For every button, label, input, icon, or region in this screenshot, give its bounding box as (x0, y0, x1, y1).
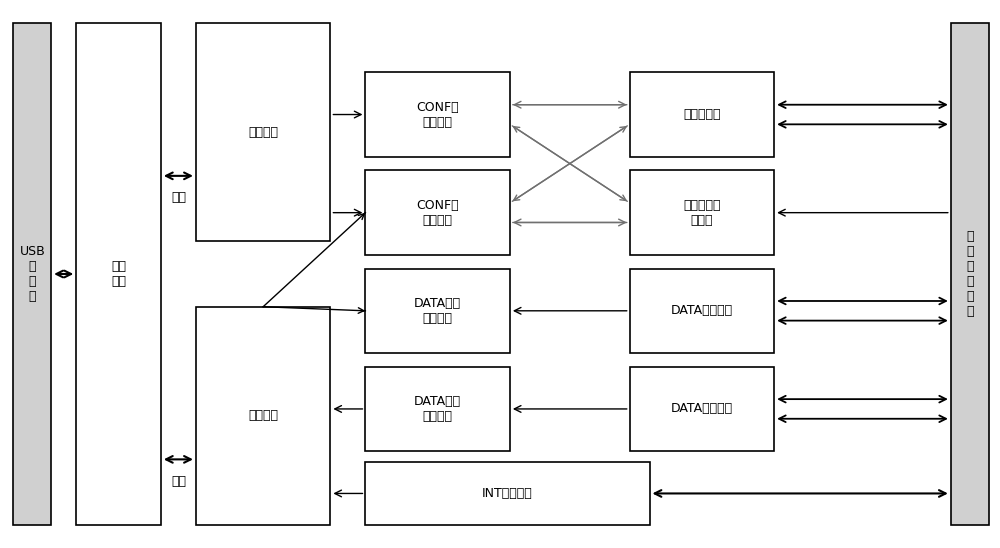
Text: 用
户
硬
件
程
序: 用 户 硬 件 程 序 (966, 230, 973, 318)
Text: 发送引擎: 发送引擎 (248, 409, 278, 423)
Text: 通信库内部
寄存器: 通信库内部 寄存器 (683, 199, 721, 227)
Bar (365, 269, 510, 353)
Text: DATA下行
处理模块: DATA下行 处理模块 (414, 297, 461, 325)
Bar (196, 307, 330, 525)
Text: 发送: 发送 (171, 475, 186, 488)
Text: CONF写
处理模块: CONF写 处理模块 (416, 100, 459, 129)
Text: 传输
引擎: 传输 引擎 (111, 260, 126, 288)
Bar (365, 367, 510, 451)
Text: USB
开
发
板: USB 开 发 板 (19, 245, 45, 303)
Text: DATA上行引擎: DATA上行引擎 (671, 402, 733, 415)
Text: DATA上行
处理模块: DATA上行 处理模块 (414, 395, 461, 423)
Text: 接收: 接收 (171, 191, 186, 204)
Bar (196, 23, 330, 241)
Text: 接收引擎: 接收引擎 (248, 125, 278, 139)
Bar (630, 269, 774, 353)
Bar (365, 72, 510, 157)
Bar (365, 462, 650, 525)
Bar (630, 72, 774, 157)
Bar (365, 170, 510, 255)
Text: 用户寄存器: 用户寄存器 (683, 108, 721, 121)
Bar (76, 23, 161, 525)
Bar (630, 367, 774, 451)
Bar (13, 23, 51, 525)
Text: CONF读
处理模块: CONF读 处理模块 (416, 199, 459, 227)
Bar (630, 170, 774, 255)
Text: INT控制模块: INT控制模块 (482, 487, 533, 500)
Text: DATA下行引擎: DATA下行引擎 (671, 304, 733, 317)
Bar (951, 23, 989, 525)
